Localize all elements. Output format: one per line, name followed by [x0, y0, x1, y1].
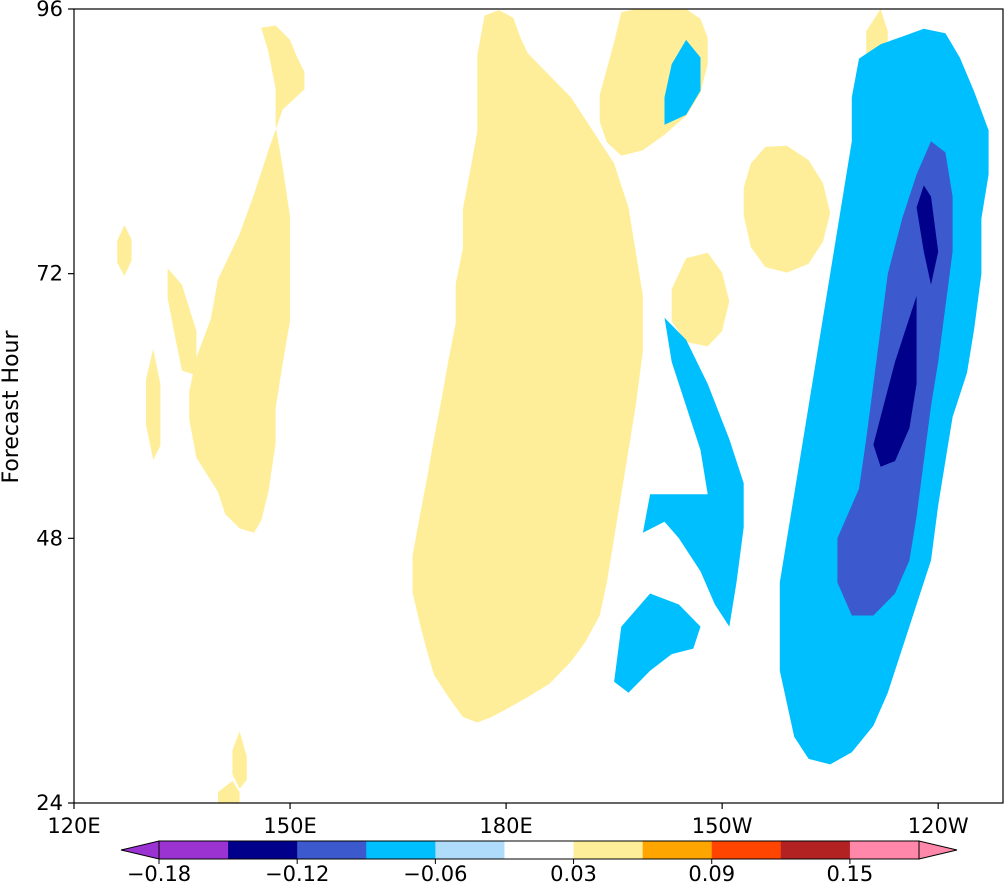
colorbar-tick-label: 0.09 [688, 862, 735, 886]
x-tick-label: 120E [47, 814, 100, 838]
plot-area [73, 8, 1004, 804]
contour-region-neg-lower [614, 593, 701, 693]
colorbar-tick-label: 0.15 [827, 862, 874, 886]
x-tick-label: 150W [692, 814, 753, 838]
x-tick-label: 150E [263, 814, 316, 838]
contour-region-pos-strip-4 [232, 731, 247, 789]
colorbar-swatch [642, 841, 713, 859]
colorbar: −0.18 −0.12 −0.06 0.03 0.09 0.15 [120, 840, 958, 886]
x-tick-label: 180E [479, 814, 532, 838]
axes: 120E 150E 180E 150W 120W 24 48 72 96 [36, 0, 969, 838]
plot-frame [73, 8, 1004, 804]
y-tick-label: 48 [36, 526, 63, 550]
colorbar-tick-label: −0.12 [265, 862, 329, 886]
colorbar-tick-label: 0.03 [550, 862, 597, 886]
y-tick-label: 24 [36, 791, 63, 815]
contour-region-pos-strip-1 [117, 225, 132, 276]
colorbar-swatch [159, 841, 229, 859]
contour-region-pos-band-C [599, 9, 708, 156]
colorbar-swatch [780, 841, 851, 859]
colorbar-extend-high [918, 840, 958, 860]
contour-region-pos-strip-5 [218, 780, 240, 803]
colorbar-swatch [504, 841, 575, 859]
contour-region-pos-strip-3 [146, 348, 161, 460]
colorbar-swatch [228, 841, 298, 859]
colorbar-frame [158, 840, 920, 860]
y-tick-label: 96 [36, 0, 63, 21]
contour-region-neg-upper [664, 39, 701, 125]
colorbar-extend-low [120, 840, 160, 860]
colorbar-swatch [849, 841, 920, 859]
contour-region-pos-band-A [189, 25, 305, 533]
y-tick-label: 72 [36, 262, 63, 286]
colorbar-swatch [366, 841, 436, 859]
colorbar-swatch [435, 841, 505, 859]
contour-region-neg-core-3 [916, 185, 939, 285]
y-axis-label: Forecast Hour [0, 330, 24, 484]
contour-region-pos-strip-2 [167, 268, 197, 376]
x-tick-label: 120W [908, 814, 969, 838]
colorbar-tick-label: −0.06 [403, 862, 467, 886]
contour-region-pos-band-E [527, 312, 579, 434]
colorbar-tick-label: −0.18 [127, 862, 191, 886]
colorbar-swatch [711, 841, 782, 859]
colorbar-swatch [297, 841, 367, 859]
contour-region-pos-band-F [671, 252, 730, 347]
colorbar-swatch [573, 841, 644, 859]
contour-region-pos-band-D [743, 145, 831, 273]
contour-region-neg-mid [642, 317, 744, 627]
contour-region-neg-core-2 [873, 295, 917, 467]
